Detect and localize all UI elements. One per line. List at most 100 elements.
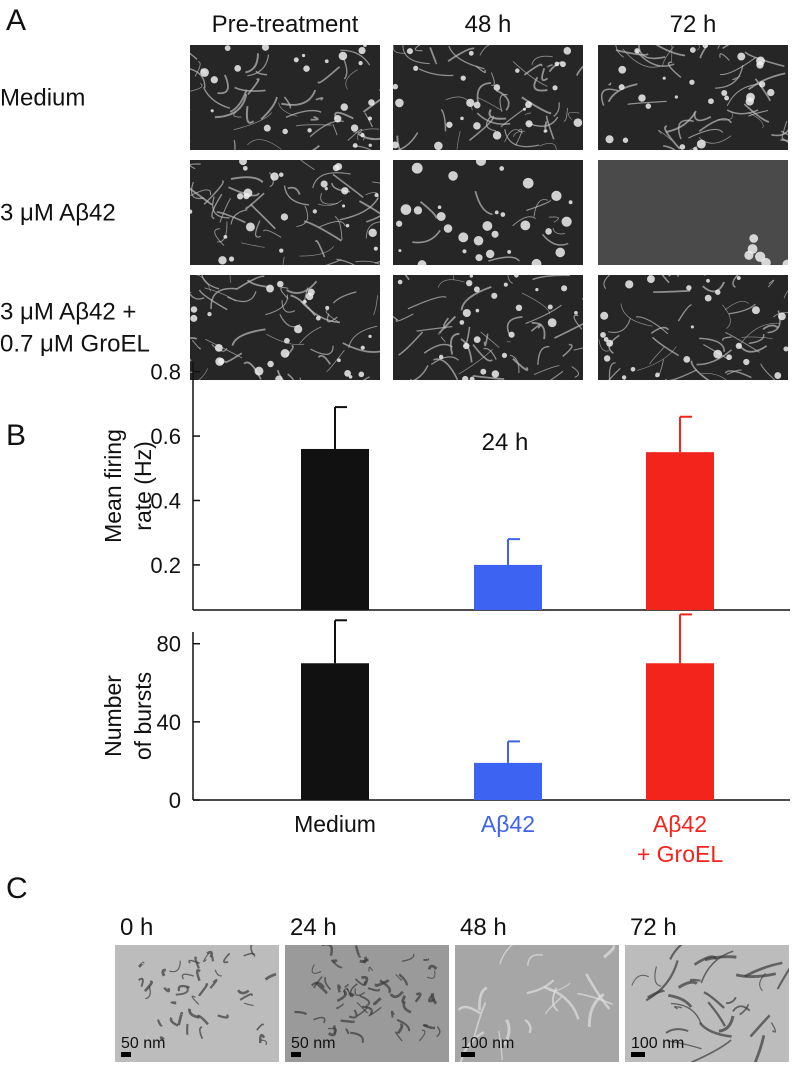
soma xyxy=(470,377,475,382)
fibril xyxy=(333,961,337,962)
x-tick-label: Medium xyxy=(294,811,376,837)
soma xyxy=(744,251,753,260)
row-label: 3 μM Aβ42 + xyxy=(0,299,136,326)
time-label: 72 h xyxy=(630,914,677,941)
soma xyxy=(334,115,341,122)
scale-bar xyxy=(121,1052,131,1057)
fibril xyxy=(171,1002,176,1003)
soma xyxy=(606,135,614,143)
soma xyxy=(535,288,538,291)
soma xyxy=(480,369,486,375)
soma xyxy=(361,346,365,350)
soma xyxy=(368,99,375,106)
soma xyxy=(262,44,269,51)
soma xyxy=(646,103,652,109)
soma xyxy=(493,131,501,139)
micrograph-bg xyxy=(598,160,788,265)
soma xyxy=(706,279,710,283)
soma xyxy=(756,57,765,66)
y-axis-label-line: of bursts xyxy=(130,672,156,760)
soma xyxy=(363,43,367,47)
soma xyxy=(774,372,781,379)
soma xyxy=(321,180,328,187)
row-label: 3 μM Aβ42 xyxy=(0,200,116,227)
neurite xyxy=(157,283,191,292)
soma xyxy=(215,344,223,352)
bar xyxy=(646,663,714,800)
soma xyxy=(418,260,427,269)
soma xyxy=(486,250,494,258)
soma xyxy=(499,166,504,171)
soma xyxy=(474,286,480,292)
neurite xyxy=(300,378,303,401)
soma xyxy=(623,138,628,143)
soma xyxy=(462,249,466,253)
soma xyxy=(395,99,404,108)
soma xyxy=(342,204,345,207)
soma xyxy=(437,212,446,221)
column-header: 48 h xyxy=(465,11,512,38)
scale-label: 100 nm xyxy=(631,1035,684,1052)
soma xyxy=(555,62,560,67)
soma xyxy=(207,312,211,316)
soma xyxy=(622,375,626,379)
soma xyxy=(341,187,348,194)
soma xyxy=(211,76,218,83)
soma xyxy=(462,376,468,382)
soma xyxy=(708,98,714,104)
soma xyxy=(686,285,691,290)
soma xyxy=(302,54,305,57)
soma xyxy=(680,144,686,150)
soma xyxy=(619,84,625,90)
soma xyxy=(631,367,636,372)
soma xyxy=(337,358,341,362)
neurite xyxy=(582,298,590,308)
soma xyxy=(525,120,532,127)
soma xyxy=(392,142,399,149)
soma xyxy=(507,250,511,254)
neurite xyxy=(190,338,197,339)
panel-label: A xyxy=(6,4,26,37)
soma xyxy=(266,285,274,293)
soma xyxy=(351,124,358,131)
soma xyxy=(444,224,453,233)
soma xyxy=(469,51,474,56)
soma xyxy=(191,306,198,313)
micrograph xyxy=(598,256,796,397)
y-axis-label-line: Mean firing xyxy=(100,429,126,543)
row-label: 0.7 μM GroEL xyxy=(0,331,150,358)
soma xyxy=(215,357,224,366)
bar xyxy=(301,663,369,800)
soma xyxy=(532,259,542,269)
soma xyxy=(693,147,698,152)
soma xyxy=(393,84,399,90)
panel-label: C xyxy=(6,872,28,905)
soma xyxy=(407,48,413,54)
soma xyxy=(474,336,481,343)
row-label: Medium xyxy=(0,85,85,112)
soma xyxy=(545,228,552,235)
soma xyxy=(548,318,557,327)
soma xyxy=(463,309,471,317)
soma xyxy=(555,248,565,258)
micrograph xyxy=(598,160,792,269)
soma xyxy=(229,256,234,261)
scale-bar xyxy=(631,1052,645,1057)
micrograph xyxy=(598,28,796,163)
soma xyxy=(458,232,468,242)
soma xyxy=(224,235,228,239)
soma xyxy=(275,375,282,382)
soma xyxy=(746,97,754,105)
fibril xyxy=(341,1021,354,1022)
micrograph xyxy=(163,39,397,159)
soma xyxy=(325,306,329,310)
soma xyxy=(413,66,418,71)
soma xyxy=(495,210,499,214)
soma xyxy=(294,57,299,62)
soma xyxy=(600,332,606,338)
soma xyxy=(414,206,422,214)
soma xyxy=(438,205,442,209)
soma xyxy=(375,193,379,197)
